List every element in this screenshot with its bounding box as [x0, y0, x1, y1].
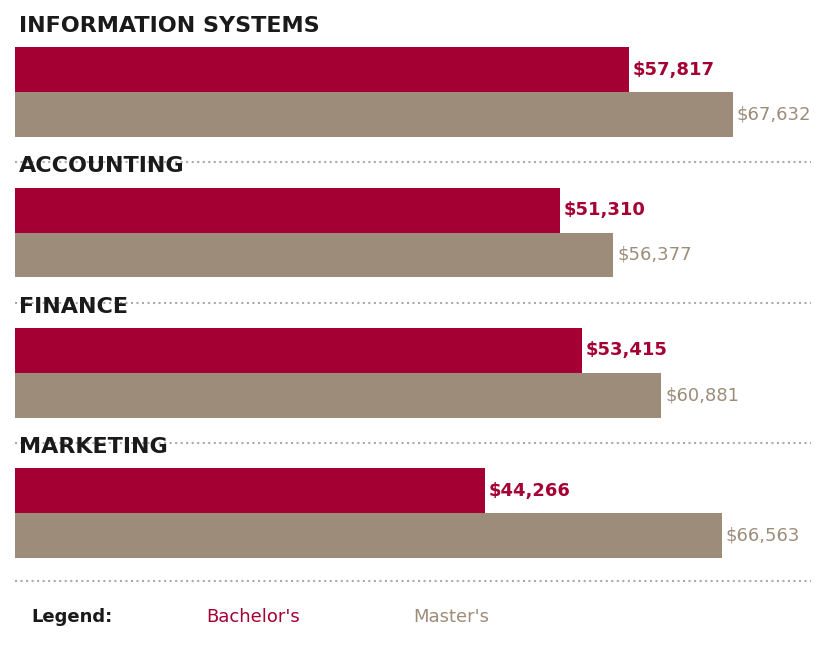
- Bar: [15, 513, 722, 558]
- Bar: [15, 47, 629, 92]
- FancyBboxPatch shape: [143, 609, 198, 626]
- Text: $51,310: $51,310: [564, 201, 646, 219]
- Bar: [15, 373, 661, 418]
- Text: FINANCE: FINANCE: [19, 297, 128, 317]
- Bar: [15, 233, 613, 278]
- Text: Master's: Master's: [413, 608, 489, 626]
- Text: $44,266: $44,266: [489, 482, 571, 500]
- Text: ACCOUNTING: ACCOUNTING: [19, 157, 185, 177]
- Text: $57,817: $57,817: [633, 60, 715, 79]
- Bar: [15, 92, 733, 137]
- Bar: [15, 187, 559, 233]
- Text: $53,415: $53,415: [586, 341, 668, 360]
- Text: $66,563: $66,563: [726, 527, 800, 544]
- Text: Legend:: Legend:: [31, 608, 113, 626]
- Text: $60,881: $60,881: [665, 386, 739, 405]
- Bar: [15, 328, 582, 373]
- Text: MARKETING: MARKETING: [19, 437, 168, 457]
- Bar: [15, 468, 485, 513]
- Text: Bachelor's: Bachelor's: [206, 608, 300, 626]
- FancyBboxPatch shape: [349, 609, 405, 626]
- Text: INFORMATION SYSTEMS: INFORMATION SYSTEMS: [19, 16, 319, 36]
- Text: $56,377: $56,377: [617, 246, 692, 264]
- Text: $67,632: $67,632: [737, 106, 811, 124]
